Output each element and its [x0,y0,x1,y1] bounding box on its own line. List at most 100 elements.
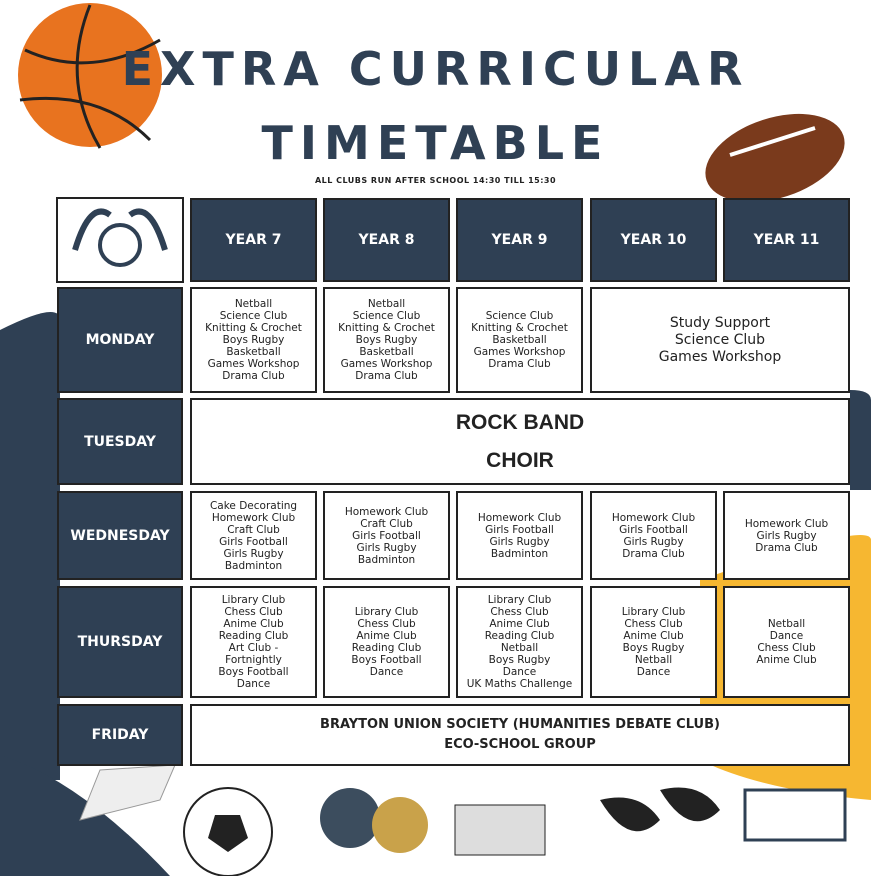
cell-line: Boys Rugby [488,654,551,666]
cell-line: Cake Decorating [209,499,298,512]
column-header: YEAR 8 [323,198,450,282]
cell-line: Boys Football [218,666,289,678]
cell-line: ROCK BAND [455,410,585,434]
cell-line: Library Club [221,594,286,606]
cell: Homework Club Craft Club Girls Football Gir… [323,491,450,580]
cell-line: Chess Club [357,618,416,630]
cell-line: Dance [236,678,271,690]
cell-line: Games Workshop [207,358,300,370]
cell-line: Reading Club [484,630,555,642]
cell: Homework Club Girls Rugby Drama Club [723,491,850,580]
cell-line: Anime Club [623,630,684,642]
cell-line: Netball [634,654,673,666]
cell: Netball Science Club Knitting & Crochet Boy… [323,287,450,393]
day-label: MONDAY [57,287,183,393]
cell-line: Drama Club [488,358,551,370]
cell-line: Chess Club [757,642,816,654]
cell-line: Boys Rugby [222,334,285,346]
cell-line: Chess Club [490,606,549,618]
cell-line: Knitting & Crochet [205,322,302,334]
cell-line: ECO-SCHOOL GROUP [444,737,596,752]
cell-line: Girls Rugby [623,535,684,548]
cell-line: Games Workshop [340,358,433,370]
cell: Library Club Chess Club Anime Club Reading … [456,586,583,698]
cell-line: Science Club [219,310,288,322]
cell: ROCK BAND CHOIR [190,398,850,485]
cell-line: Badminton [490,547,549,560]
cell-line: Girls Rugby [489,535,550,548]
cell-line: Homework Club [211,511,296,524]
cell-line: Girls Rugby [356,541,417,554]
cell: Library Club Chess Club Anime Club Reading … [190,586,317,698]
cell-line: Homework Club [744,517,829,530]
cell-line: Library Club [354,606,419,618]
cell-line: Dance [369,666,404,678]
cell-line: Reading Club [218,630,289,642]
day-label: THURSDAY [57,586,183,698]
cell: Science Club Knitting & Crochet Basketball… [456,287,583,393]
cell-line: Dance [502,666,537,678]
cell: BRAYTON UNION SOCIETY (HUMANITIES DEBATE… [190,704,850,766]
cell-line: Craft Club [360,517,413,530]
subtitle: ALL CLUBS RUN AFTER SCHOOL 14:30 TILL 15… [314,176,557,185]
title-line: EXTRA CURRICULAR [121,42,750,96]
cell-line: Dance [636,666,671,678]
cell-line: Fortnightly [225,654,282,666]
cell-line: Art Club - [228,642,279,654]
column-header: YEAR 11 [723,198,850,282]
cell-line: Knitting & Crochet [338,322,435,334]
cell-line: Drama Club [355,370,418,382]
day-label: TUESDAY [57,398,183,485]
cell: Homework Club Girls Football Girls Rugby Dr… [590,491,717,580]
cell-line: Chess Club [224,606,283,618]
cell: Library Club Chess Club Anime Club Boys Rug… [590,586,717,698]
cell-line: Drama Club [222,370,285,382]
cell-line: CHOIR [486,448,554,472]
cell-line: Girls Rugby [756,529,817,542]
cell-line: Girls Football [352,529,421,542]
column-header: YEAR 10 [590,198,717,282]
cell-line: Girls Football [219,535,288,548]
cell-line: Netball [234,298,273,310]
day-label: FRIDAY [57,704,183,766]
cell-line: Science Club [674,331,766,348]
cell-line: Knitting & Crochet [471,322,568,334]
cell-line: Anime Club [756,654,817,666]
column-header: YEAR 9 [456,198,583,282]
column-header: YEAR 7 [190,198,317,282]
cell-line: Study Support [669,314,771,331]
cell: Study Support Science Club Games Workshop [590,287,850,393]
cell-line: Science Club [485,310,554,322]
cell-line: Reading Club [351,642,422,654]
cell-line: Anime Club [356,630,417,642]
cell-line: Dance [769,630,804,642]
cell-line: Drama Club [622,547,685,560]
cell-line: Craft Club [227,523,280,536]
cell-line: BRAYTON UNION SOCIETY (HUMANITIES DEBATE… [320,717,720,732]
cell-line: Badminton [224,559,283,572]
cell-line: Boys Rugby [622,642,685,654]
cell-line: Anime Club [489,618,550,630]
cell-line: Boys Football [351,654,422,666]
cell-line: Basketball [492,334,547,346]
cell-line: Netball [500,642,539,654]
cell-line: Games Workshop [473,346,566,358]
cell-line: Library Club [487,594,552,606]
cell: Netball Dance Chess Club Anime Club [723,586,850,698]
cell-line: Badminton [357,553,416,566]
cell-line: Girls Rugby [223,547,284,560]
cell: Library Club Chess Club Anime Club Reading … [323,586,450,698]
day-label: WEDNESDAY [57,491,183,580]
cell-line: Anime Club [223,618,284,630]
cell-line: Netball [367,298,406,310]
cell: Cake Decorating Homework Club Craft Club Gi… [190,491,317,580]
cell-line: Science Club [352,310,421,322]
cell-line: Girls Football [485,523,554,536]
title-line: TIMETABLE [261,116,610,170]
cell-line: Library Club [621,606,686,618]
cell-line: Homework Club [344,505,429,518]
cell-line: Chess Club [624,618,683,630]
cell-line: Basketball [226,346,281,358]
cell-line: Netball [767,618,806,630]
